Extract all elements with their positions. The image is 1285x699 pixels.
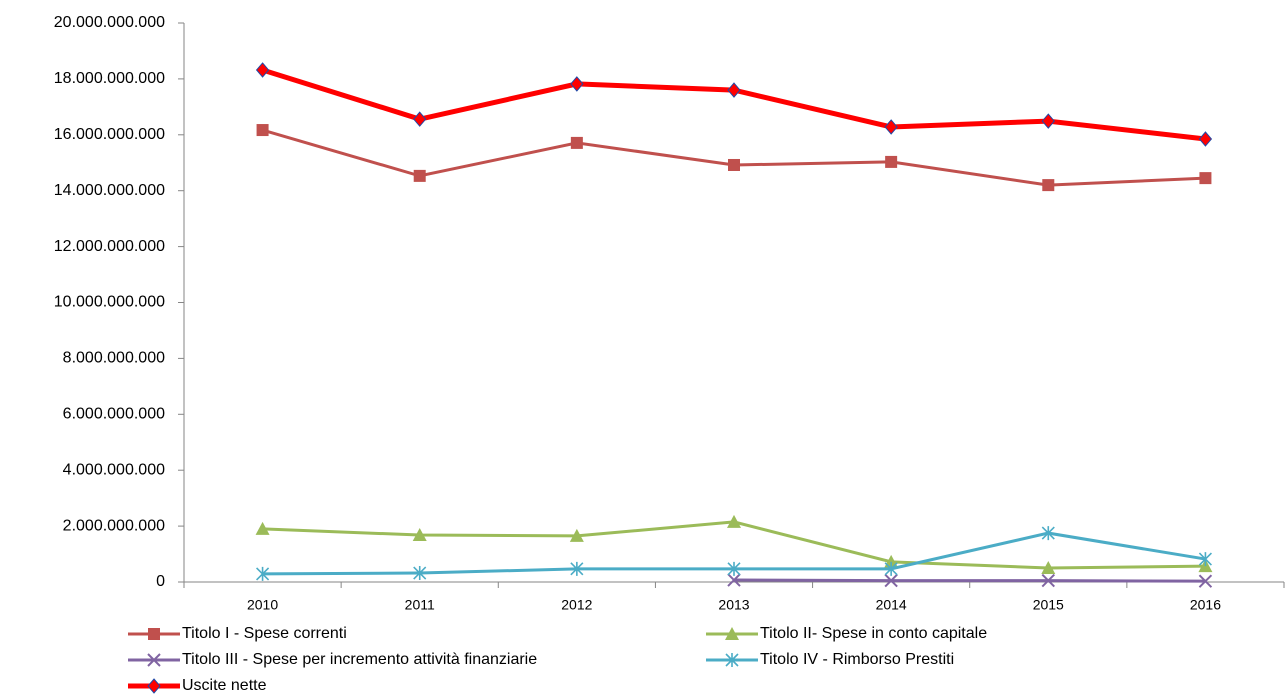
data-point (570, 136, 583, 149)
data-point (884, 573, 898, 588)
y-tick-label: 12.000.000.000 (54, 238, 165, 255)
data-point (727, 82, 741, 98)
y-tick-label: 6.000.000.000 (63, 406, 165, 423)
data-point (1041, 561, 1056, 575)
data-point (1041, 526, 1055, 541)
data-point (255, 521, 270, 535)
data-point (728, 158, 740, 171)
data-point (569, 528, 584, 542)
data-point (570, 561, 584, 576)
x-tick-label: 2011 (405, 597, 435, 613)
data-point (885, 155, 898, 168)
data-point (1041, 573, 1055, 588)
y-tick-label: 14.000.000.000 (54, 182, 165, 199)
y-tick-label: 10.000.000.000 (54, 294, 165, 311)
y-tick-label: 0 (156, 573, 165, 590)
legend-marker (147, 653, 161, 667)
series-line (261, 67, 1206, 142)
legend-label: Titolo III - Spese per incremento attivi… (182, 651, 537, 668)
data-point (1042, 179, 1055, 192)
x-tick-label: 2010 (247, 597, 278, 613)
legend-label: Titolo IV - Rimborso Prestiti (760, 651, 954, 668)
data-point (1198, 552, 1212, 567)
y-tick-label: 8.000.000.000 (63, 350, 165, 367)
legend-marker (725, 653, 739, 667)
data-point (1199, 172, 1212, 185)
series-line (733, 578, 1206, 583)
legend-label: Uscite nette (182, 677, 267, 694)
y-tick-label: 4.000.000.000 (63, 461, 165, 478)
legend-marker (725, 627, 739, 640)
data-point (412, 528, 427, 542)
y-tick-label: 18.000.000.000 (54, 70, 165, 87)
data-point (255, 62, 270, 78)
x-tick-label: 2015 (1033, 597, 1064, 613)
x-tick-label: 2016 (1190, 597, 1221, 613)
series-line (262, 520, 1206, 570)
x-tick-label: 2014 (876, 597, 907, 613)
y-tick-label: 16.000.000.000 (54, 126, 165, 143)
series-line (262, 128, 1206, 187)
legend-marker (147, 678, 161, 694)
data-point (413, 111, 427, 127)
data-point (256, 124, 269, 137)
y-tick-label: 20.000.000.000 (54, 14, 165, 31)
legend-label: Titolo II- Spese in conto capitale (760, 625, 987, 642)
data-point (1041, 113, 1055, 129)
data-point (1198, 574, 1213, 588)
data-point (884, 561, 898, 576)
x-tick-label: 2013 (718, 597, 749, 613)
legend-label: Titolo I - Spese correnti (182, 625, 347, 642)
data-point (413, 566, 427, 581)
x-tick-label: 2012 (561, 597, 592, 613)
data-point (727, 514, 741, 528)
data-point (727, 561, 741, 576)
data-point (884, 119, 898, 135)
data-point (1198, 131, 1213, 147)
data-point (727, 573, 741, 587)
data-point (570, 76, 584, 92)
data-point (256, 566, 270, 581)
legend-marker (148, 628, 160, 640)
y-tick-label: 2.000.000.000 (63, 517, 165, 534)
data-point (413, 169, 426, 182)
